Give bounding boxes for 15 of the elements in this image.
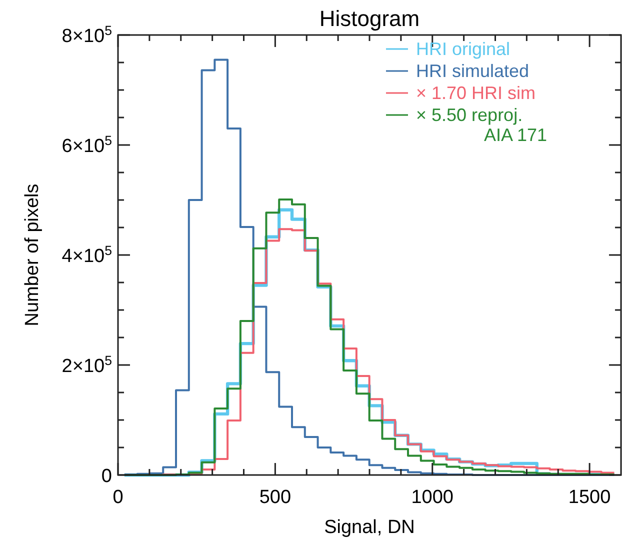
y-tick-label: 4×10$^{5}$	[62, 242, 112, 267]
legend-label: HRI original	[416, 39, 510, 59]
y-tick-label: 6×10$^{5}$	[62, 132, 112, 157]
x-tick-label: 500	[259, 487, 292, 508]
y-tick-label: 8×10$^{5}$	[62, 22, 112, 47]
legend-label: × 5.50 reproj. AIA 171	[416, 105, 548, 145]
y-tick-label: 0	[101, 466, 112, 487]
x-tick-label: 1500	[568, 487, 611, 508]
x-tick-label: 1000	[411, 487, 454, 508]
legend-label: HRI simulated	[416, 61, 530, 81]
legend-label: × 1.70 HRI sim	[416, 83, 536, 103]
y-axis-title: Number of pixels	[22, 184, 43, 326]
chart-title: Histogram	[319, 6, 420, 31]
y-tick-label: 2×10$^{5}$	[62, 352, 112, 377]
x-axis-title: Signal, DN	[324, 517, 415, 538]
